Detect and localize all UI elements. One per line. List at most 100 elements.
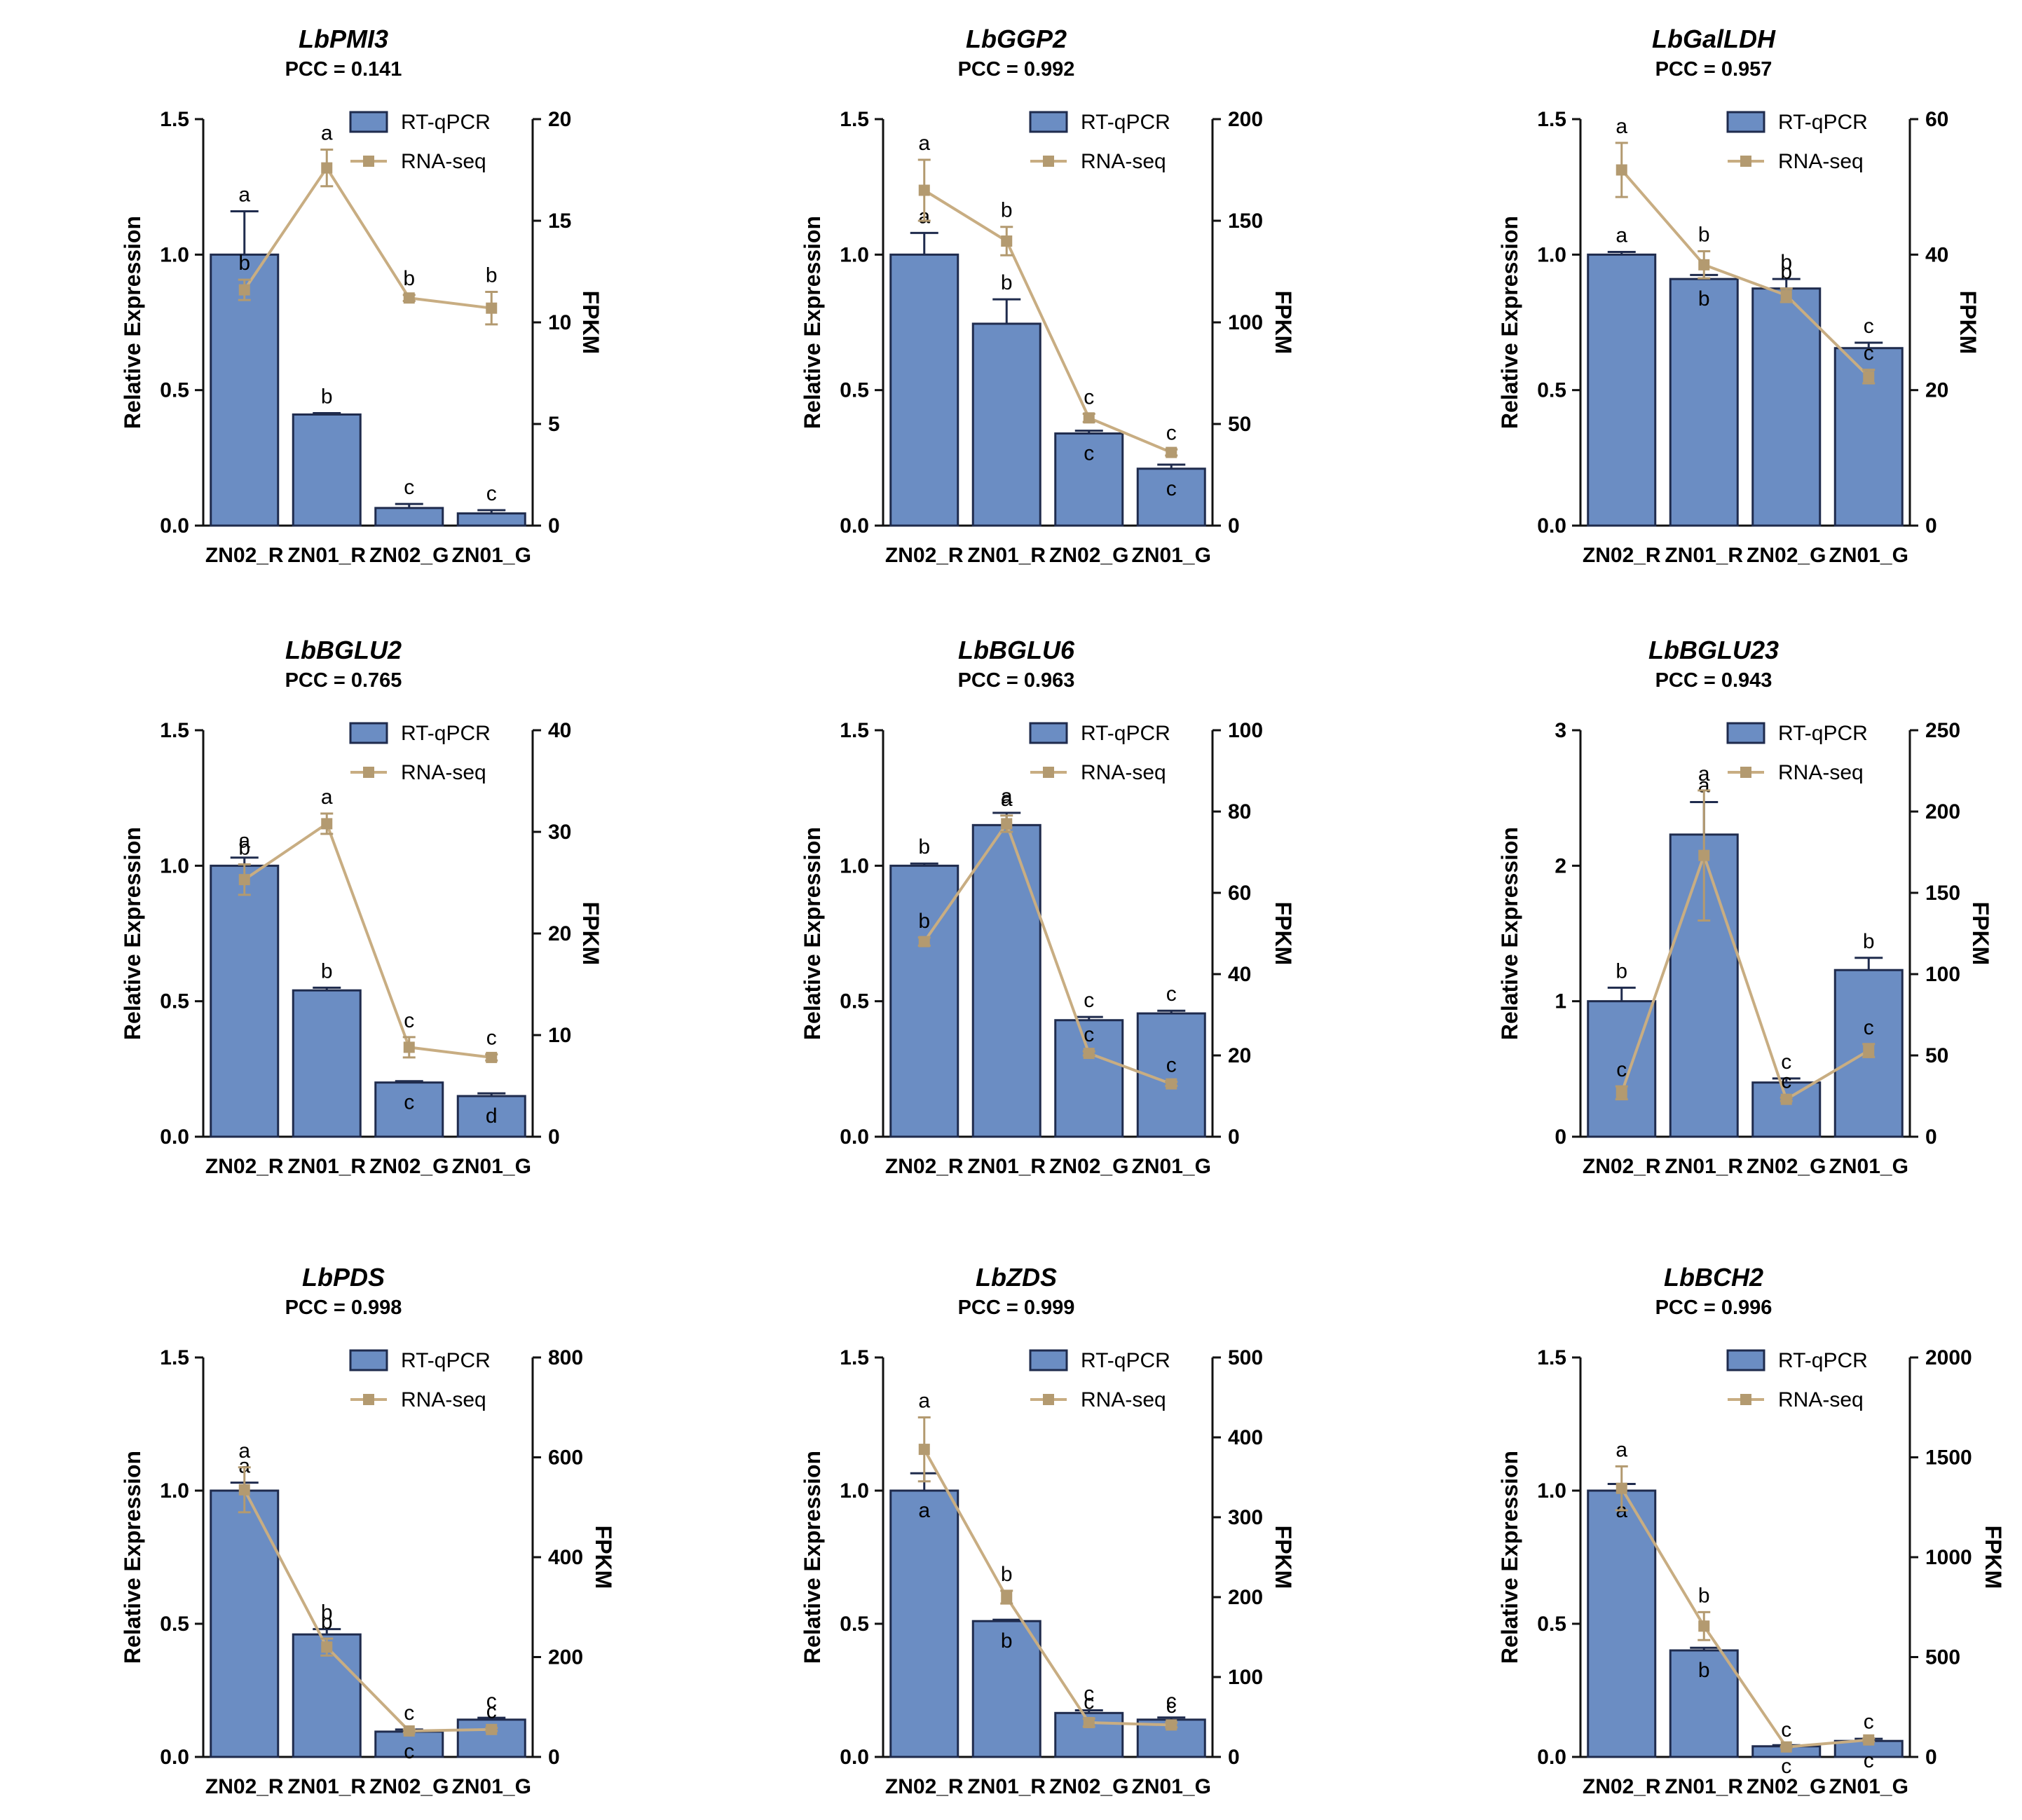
legend-bar-label: RT-qPCR	[401, 1349, 491, 1372]
legend-bar-label: RT-qPCR	[1778, 1349, 1868, 1372]
line-marker-ZN02_R	[1615, 1482, 1627, 1494]
line-letter: a	[1698, 762, 1710, 786]
x-tick-label: ZN02_R	[885, 544, 964, 567]
line-letter: b	[238, 252, 250, 275]
line-marker-ZN01_R	[1698, 259, 1710, 271]
line-marker-ZN02_G	[1780, 289, 1792, 301]
x-tick-label: ZN01_R	[967, 1155, 1046, 1178]
bar-ZN02_R	[210, 864, 280, 1138]
left-tick-label: 0.0	[840, 1125, 869, 1149]
right-tick-label: 10	[548, 311, 571, 334]
bar-ZN01_G	[456, 512, 526, 527]
bar-letter: c	[404, 476, 414, 499]
line-marker-ZN01_R	[321, 162, 333, 174]
bar-ZN02_R	[1587, 1000, 1657, 1138]
bar-letter: b	[1001, 271, 1013, 294]
x-tick-label: ZN01_G	[1829, 1775, 1908, 1798]
chart-subtitle: PCC = 0.998	[285, 1296, 402, 1319]
bar-ZN01_G	[456, 1095, 526, 1138]
line-letter: b	[321, 1610, 333, 1634]
left-tick-label: 1.5	[160, 1346, 189, 1369]
bar-ZN01_R	[292, 413, 362, 527]
bar-ZN01_R	[971, 322, 1041, 527]
legend-line-label: RNA-seq	[1081, 1388, 1166, 1411]
x-tick-label: ZN02_R	[1583, 1775, 1661, 1798]
bar-ZN01_G	[1136, 467, 1206, 527]
line-letter: a	[1615, 1438, 1627, 1461]
bar-letter: b	[321, 385, 333, 409]
left-tick-label: 1.0	[160, 243, 189, 266]
line-letter: c	[404, 1009, 414, 1032]
line-marker-ZN01_G	[486, 302, 498, 314]
legend-line-marker	[1740, 767, 1751, 778]
right-tick-label: 400	[1228, 1426, 1263, 1449]
rnaseq-line	[242, 1489, 492, 1732]
left-tick-label: 0.5	[840, 379, 869, 402]
left-tick-label: 0.5	[840, 990, 869, 1013]
legend-line-label: RNA-seq	[1778, 1388, 1864, 1411]
x-tick-label: ZN02_G	[1049, 1775, 1128, 1798]
chart-title: LbPDS	[302, 1263, 385, 1292]
right-tick-label: 0	[548, 1746, 560, 1769]
line-letter: b	[403, 267, 415, 290]
line-letter: b	[1001, 1563, 1013, 1586]
left-tick-label: 0.0	[160, 1125, 189, 1149]
chart-title: LbBGLU2	[285, 636, 402, 664]
x-tick-label: ZN02_R	[1583, 544, 1661, 567]
right-tick-label: 2000	[1925, 1346, 1972, 1369]
legend-line-label: RNA-seq	[1081, 150, 1166, 173]
bar-letter: b	[1698, 1659, 1710, 1682]
right-tick-label: 100	[1228, 719, 1263, 742]
line-letter: a	[238, 1439, 250, 1463]
right-tick-label: 200	[1925, 800, 1960, 823]
rnaseq-line	[923, 189, 1173, 454]
left-tick-label: 1.5	[1537, 1346, 1566, 1369]
line-letter: b	[1698, 1584, 1710, 1607]
right-tick-label: 40	[548, 719, 571, 742]
legend-bar-swatch	[1029, 722, 1068, 744]
line-marker-ZN01_G	[1166, 1719, 1177, 1731]
line-letter: c	[404, 1702, 414, 1725]
rnaseq-line	[923, 821, 1172, 1086]
right-tick-label: 200	[1228, 108, 1263, 131]
bar-letter: b	[1615, 959, 1627, 983]
line-marker-ZN02_G	[1083, 1716, 1095, 1728]
x-tick-label: ZN02_G	[369, 1775, 449, 1798]
line-marker-ZN01_G	[486, 1051, 498, 1063]
chart-panel-2: LbGGP2 PCC = 0.992 0.0 0.5 1.0 1.5 0 50 100 150 20…	[800, 25, 1296, 567]
right-tick-label: 50	[1925, 1044, 1948, 1067]
chart-title: LbGGP2	[966, 25, 1067, 53]
right-tick-label: 60	[1228, 882, 1251, 905]
left-tick-label: 0.5	[840, 1613, 869, 1636]
chart-subtitle: PCC = 0.141	[285, 58, 402, 81]
right-tick-label: 300	[1228, 1506, 1263, 1529]
legend-line-marker	[1043, 767, 1054, 778]
legend-bar-swatch	[1726, 111, 1765, 133]
y-axis-title: Relative Expression	[800, 1451, 825, 1664]
line-marker-ZN01_R	[321, 818, 333, 830]
y-axis-title: Relative Expression	[1497, 216, 1522, 429]
chart-title: LbBGLU23	[1648, 636, 1779, 664]
bar-letter: a	[1615, 224, 1627, 247]
chart-title: LbPMI3	[299, 25, 388, 53]
line-letter: b	[1001, 199, 1013, 222]
right-tick-label: 100	[1925, 963, 1960, 986]
y-axis-title: Relative Expression	[800, 216, 825, 429]
x-tick-label: ZN02_G	[1049, 1155, 1128, 1178]
right-tick-label: 500	[1925, 1646, 1960, 1669]
bar-ZN01_R	[971, 1620, 1041, 1758]
chart-subtitle: PCC = 0.765	[285, 669, 402, 692]
line-marker-ZN01_R	[1698, 849, 1710, 861]
line-letter: c	[1616, 1058, 1627, 1081]
line-letter: c	[1084, 386, 1094, 409]
line-marker-ZN02_R	[238, 1484, 250, 1496]
left-tick-label: 0.5	[1537, 379, 1566, 402]
y2-axis-title: FPKM	[1968, 902, 1993, 966]
left-tick-label: 1.0	[840, 854, 869, 877]
x-tick-label: ZN02_R	[205, 1775, 284, 1798]
x-tick-label: ZN01_G	[1829, 544, 1908, 567]
line-letter: c	[1864, 1710, 1874, 1733]
x-tick-label: ZN01_G	[452, 544, 531, 567]
right-tick-label: 800	[548, 1346, 583, 1369]
right-tick-label: 250	[1925, 719, 1960, 742]
